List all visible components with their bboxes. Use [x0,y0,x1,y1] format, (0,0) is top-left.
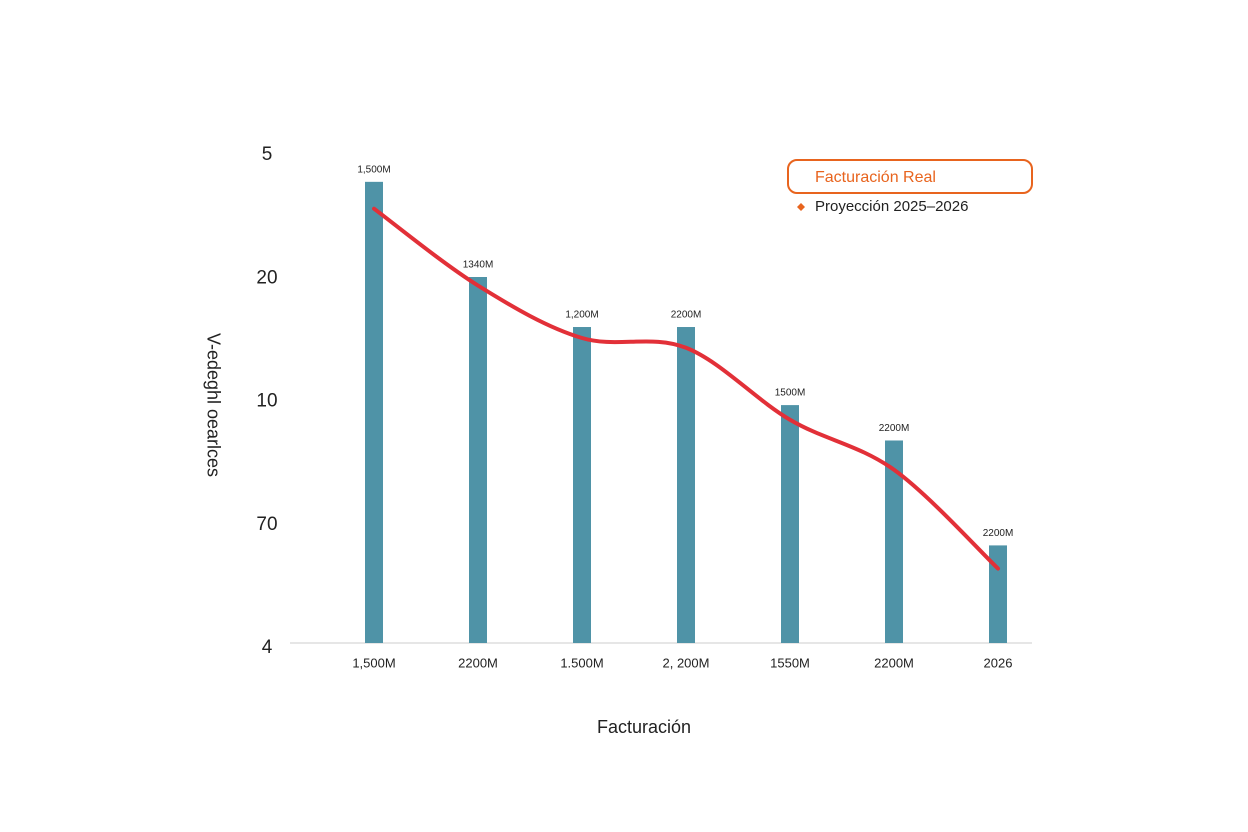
x-tick-label: 2, 200M [663,655,710,670]
y-axis-label: 4 [262,637,273,658]
x-axis-title: Facturación [597,717,691,737]
bar-annotation: 2200M [671,310,702,321]
bar-annotation: 2200M [983,528,1014,539]
line [372,206,1000,571]
bar [781,405,799,643]
legend-label: Facturación Real [815,169,936,186]
legend-marker [797,203,805,211]
x-tick-label: 1,500M [352,655,395,670]
bar-annotation: 1,500M [357,164,390,175]
x-tick-label: 2200M [874,655,914,670]
y-axis-title: V-edeghl oearlces [203,333,223,477]
bar-annotation: 2200M [879,423,910,434]
x-tick-label: 2026 [984,655,1013,670]
bar [885,440,903,643]
x-tick-label: 1.500M [560,655,603,670]
bar-annotation: 1,200M [565,310,598,321]
bar [677,327,695,643]
y-axis-label: 5 [262,144,273,165]
bar [573,327,591,643]
bar [989,545,1007,643]
y-axis-label: 10 [256,391,277,412]
bar-annotation: 1500M [775,388,806,399]
y-axis-label: 20 [256,267,277,288]
x-tick-label: 1550M [770,655,810,670]
y-axis-label: 70 [256,514,277,535]
legend-label: Proyección 2025–2026 [815,198,968,215]
x-tick-label: 2200M [458,655,498,670]
bar [365,181,383,643]
legend-box [787,159,1033,194]
bar [469,277,487,643]
bar-annotation: 1340M [463,260,494,271]
